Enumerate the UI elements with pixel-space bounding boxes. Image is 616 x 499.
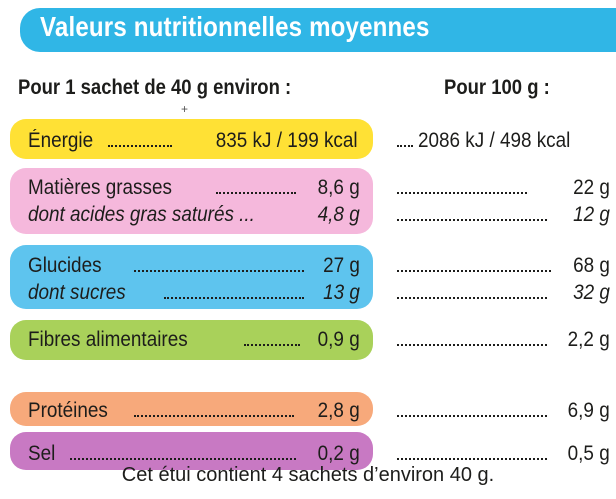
nutrient-label: Glucides — [28, 254, 102, 277]
per-sachet-value: 27 g — [323, 254, 360, 277]
energy-highlight — [10, 119, 373, 159]
nutrient-row-energy: Énergie 835 kJ / 199 kcal 2086 kJ / 498 … — [0, 129, 616, 153]
per-100g-value: 2,2 g — [567, 328, 610, 351]
nutrient-label: Fibres alimentaires — [28, 328, 188, 351]
per-sachet-value: 0,9 g — [317, 328, 360, 351]
nutrient-label: Sel — [28, 442, 56, 465]
per-100g-value: 22 g — [573, 176, 610, 199]
per-sachet-value: 2,8 g — [317, 399, 360, 422]
per-sachet-value: 8,6 g — [317, 176, 360, 199]
nutrient-row-fibre: Fibres alimentaires 0,9 g 2,2 g — [0, 328, 616, 352]
nutrient-row-sugars: dont sucres 13 g 32 g — [0, 281, 616, 305]
salt-highlight — [10, 432, 373, 470]
per-sachet-value: 0,2 g — [317, 442, 360, 465]
fats-highlight — [10, 168, 373, 234]
per-100g-value: 2086 kJ / 498 kcal — [418, 129, 571, 152]
package-note: Cet étui contient 4 sachets d’environ 40… — [121, 464, 495, 486]
per-100g-value: 0,5 g — [567, 442, 610, 465]
title-banner — [20, 8, 616, 52]
header-per-sachet: Pour 1 sachet de 40 g environ : — [18, 76, 292, 99]
per-sachet-value: 4,8 g — [317, 203, 360, 226]
nutrient-row-protein: Protéines 2,8 g 6,9 g — [0, 399, 616, 423]
page-title: Valeurs nutritionnelles moyennes — [40, 11, 430, 42]
per-sachet-value: 13 g — [323, 281, 360, 304]
nutrient-label: Protéines — [28, 399, 108, 422]
per-sachet-value: 835 kJ / 199 kcal — [216, 129, 358, 152]
fibre-highlight — [10, 320, 373, 360]
per-100g-value: 6,9 g — [567, 399, 610, 422]
cursor-crosshair-icon: + — [181, 102, 189, 116]
per-100g-value: 12 g — [573, 203, 610, 226]
nutrient-label: dont acides gras saturés ... — [28, 203, 255, 226]
per-100g-value: 68 g — [573, 254, 610, 277]
per-100g-value: 32 g — [573, 281, 610, 304]
nutrient-row-saturated-fat: dont acides gras saturés ... 4,8 g 12 g — [0, 203, 616, 227]
nutrient-row-carbohydrates: Glucides 27 g 68 g — [0, 254, 616, 278]
protein-highlight — [10, 392, 373, 426]
nutrient-row-fat: Matières grasses 8,6 g 22 g — [0, 176, 616, 200]
nutrient-label: Matières grasses — [28, 176, 172, 199]
nutrient-label: dont sucres — [28, 281, 126, 304]
nutrient-label: Énergie — [28, 129, 94, 152]
nutrient-row-salt: Sel 0,2 g 0,5 g — [0, 442, 616, 466]
header-per-100g: Pour 100 g : — [444, 76, 550, 99]
